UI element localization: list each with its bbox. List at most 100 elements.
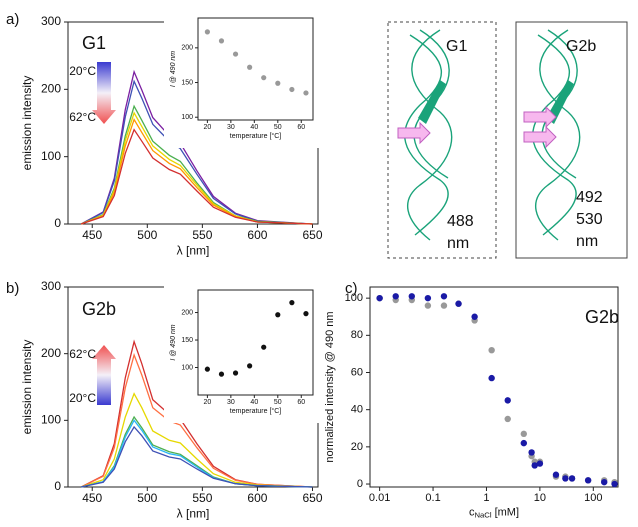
x-tick-label: 100: [584, 492, 602, 504]
x-tick-label: 10: [534, 492, 546, 504]
x-axis-label-sub: NaCl: [474, 510, 491, 519]
inset-background: [164, 280, 321, 423]
diagram-box: [515, 21, 628, 259]
y-tick-label: 300: [41, 14, 61, 28]
y-tick-label: 80: [351, 329, 363, 341]
data-point: [520, 430, 528, 438]
data-point: [471, 313, 478, 320]
data-point: [247, 363, 253, 369]
data-point: [218, 371, 225, 377]
wavelength: nm: [447, 235, 469, 252]
data-point: [440, 302, 448, 309]
helix-band: [546, 80, 574, 124]
x-tick-label: 550: [192, 228, 212, 242]
y-tick-label: 100: [41, 413, 61, 427]
x-tick-label: 1: [483, 492, 489, 504]
x-tick-label: 30: [227, 399, 235, 406]
y-axis-label: I @ 490 nm: [170, 51, 177, 87]
chart: 0.01 0.1 1 10 100 0 20 40 60 80 100 cNaCl [mM] normal…: [324, 280, 619, 519]
x-tick-label: 40: [250, 124, 258, 131]
y-tick-label: 150: [181, 337, 193, 344]
y-axis-label: I @ 490 nm: [170, 324, 177, 360]
helix-strand: [535, 29, 581, 241]
data-point: [275, 80, 281, 86]
data-point: [528, 449, 535, 456]
y-axis-label: emission intensity: [20, 76, 34, 171]
spectrum-line: [80, 352, 313, 488]
x-tick-label: 40: [250, 399, 258, 406]
x-axis-label-main: temperature [°C]: [230, 132, 281, 140]
y-tick-label: 20: [351, 441, 363, 453]
y-tick-label: 60: [351, 366, 363, 378]
temperature-arrow: [92, 62, 116, 124]
spectrum-line: [80, 79, 313, 225]
y-tick-label: 0: [357, 478, 363, 490]
box-label: G2b: [566, 38, 596, 55]
x-tick-label: 650: [302, 228, 322, 242]
x-axis-label: temperature [°C]: [230, 132, 281, 140]
panel-label: a): [6, 11, 19, 28]
data-point: [562, 475, 569, 482]
y-tick-label: 200: [181, 309, 193, 316]
x-tick-label: 450: [82, 228, 102, 242]
y-tick-label: 40: [351, 404, 363, 416]
diagram: G1 488 nm G2b 492 530 nm: [387, 21, 628, 259]
chart-label: G1: [82, 33, 106, 53]
spectrum-line: [81, 425, 313, 488]
y-tick-label: 200: [181, 45, 193, 52]
data-point: [376, 294, 383, 302]
y-tick-label: 200: [41, 82, 61, 96]
x-axis-label-main: c: [469, 506, 475, 518]
x-axis-label: temperature [°C]: [230, 407, 281, 415]
x-tick-label: 600: [247, 228, 267, 242]
data-point: [488, 374, 495, 382]
temperature-arrow: [92, 345, 116, 405]
data-point: [504, 397, 511, 404]
data-point: [424, 302, 432, 309]
x-tick-label: 20: [203, 124, 211, 131]
y-tick-label: 100: [181, 364, 193, 371]
y-axis-label: emission intensity: [20, 340, 34, 435]
spectrum-line: [80, 128, 313, 225]
x-tick-label: 550: [192, 491, 212, 505]
data-point: [520, 439, 528, 447]
data-point: [536, 460, 544, 467]
helix: [404, 29, 581, 241]
data-point: [261, 75, 267, 81]
data-point: [531, 462, 538, 469]
data-point: [611, 480, 618, 488]
x-tick-label: 500: [137, 228, 157, 242]
data-point: [601, 478, 608, 486]
x-tick-label: 0.1: [425, 492, 440, 504]
data-point: [232, 51, 239, 57]
x-tick-label: 500: [137, 491, 157, 505]
plot-frame: [369, 286, 619, 488]
data-point: [204, 366, 210, 372]
data-point: [303, 311, 309, 317]
wavelength: nm: [576, 233, 598, 250]
y-tick-label: 150: [181, 79, 193, 86]
plot-frame: [197, 17, 314, 121]
x-tick-label: 20: [203, 399, 211, 406]
data-point: [289, 86, 295, 93]
data-point: [424, 294, 432, 302]
y-tick-label: 300: [41, 279, 61, 293]
x-axis-label: cNaCl [mM]: [469, 506, 519, 519]
helix-band: [418, 80, 446, 124]
x-tick-label: 60: [297, 124, 305, 131]
data-point: [261, 344, 267, 350]
chart: 20 30 40 50 60 100 150 200 temperature [°C] I @ 4…: [164, 8, 321, 148]
x-axis-label-main: temperature [°C]: [230, 407, 281, 415]
data-point: [275, 312, 281, 318]
x-tick-label: 600: [247, 491, 267, 505]
chart-label: G2b: [585, 307, 619, 327]
data-point: [568, 475, 576, 482]
x-axis-label-main: λ [nm]: [177, 507, 210, 521]
x-tick-label: 50: [274, 399, 282, 406]
arrow-top-label: 62°C: [69, 347, 96, 361]
x-tick-label: 30: [227, 124, 235, 131]
y-tick-label: 0: [54, 479, 61, 493]
